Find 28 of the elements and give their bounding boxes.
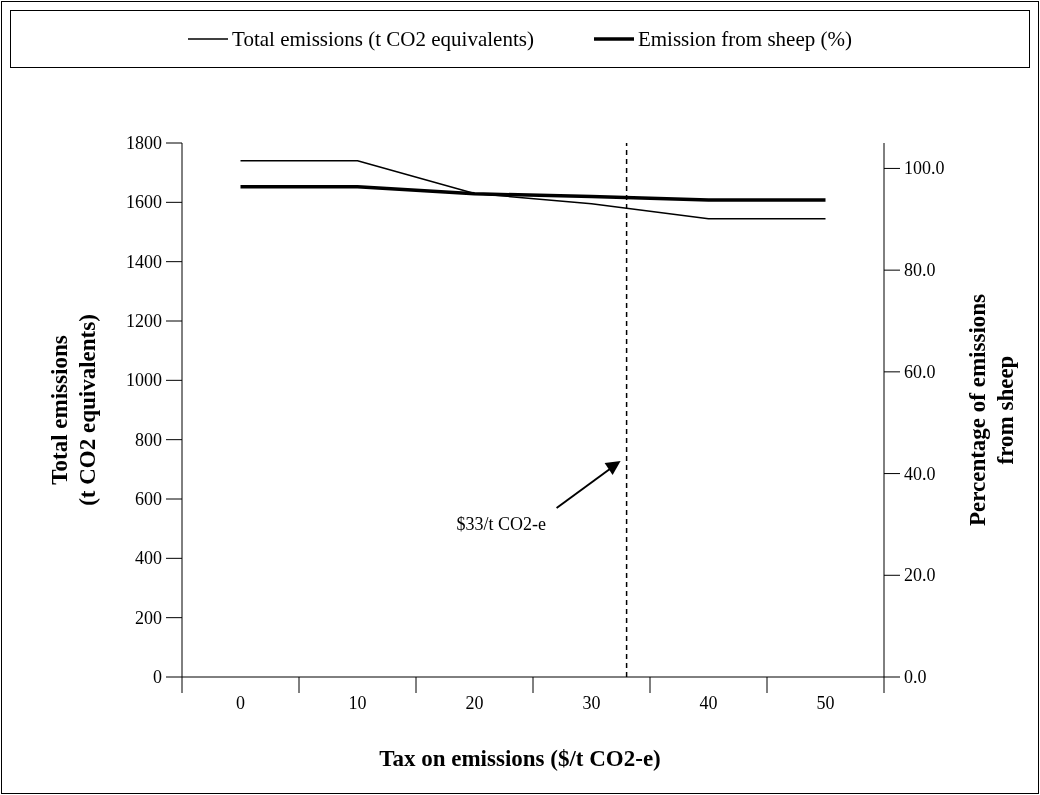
y2-tick-label: 40.0 [904, 463, 936, 484]
x-tick-label: 20 [465, 693, 484, 713]
y2-tick-label: 80.0 [904, 260, 936, 281]
y-tick-label: 1000 [126, 370, 162, 391]
y2-axis-title: Percentage of emissions from sheep [964, 292, 1019, 529]
y-tick-label: 1200 [126, 311, 162, 331]
y-tick-label: 200 [135, 607, 162, 628]
y-axis-title: Total emissions (t CO2 equivalents) [46, 313, 101, 508]
x-tick-label: 10 [348, 693, 367, 713]
y-tick-label: 1400 [126, 251, 162, 272]
legend-label: Total emissions (t CO2 equivalents) [232, 26, 534, 52]
x-axis-title: Tax on emissions ($/t CO2-e) [378, 745, 662, 773]
y-tick-label: 0 [153, 667, 162, 687]
y-tick-label: 400 [135, 548, 162, 569]
y-tick-label: 1800 [126, 133, 162, 153]
x-tick-label: 50 [816, 693, 835, 713]
x-tick-label: 40 [699, 693, 718, 713]
x-tick-label: 30 [582, 693, 601, 713]
y-tick-label: 600 [135, 489, 162, 509]
x-tick-label: 0 [236, 693, 245, 713]
y2-tick-label: 100.0 [904, 158, 945, 179]
annotation: $33/t CO2-e [456, 514, 547, 534]
y-tick-label: 1600 [126, 192, 162, 213]
y2-tick-label: 0.0 [904, 667, 927, 687]
y-tick-label: 800 [135, 429, 162, 450]
y2-tick-label: 20.0 [904, 565, 936, 586]
y2-tick-label: 60.0 [904, 361, 936, 382]
legend-label: Emission from sheep (%) [637, 26, 852, 52]
